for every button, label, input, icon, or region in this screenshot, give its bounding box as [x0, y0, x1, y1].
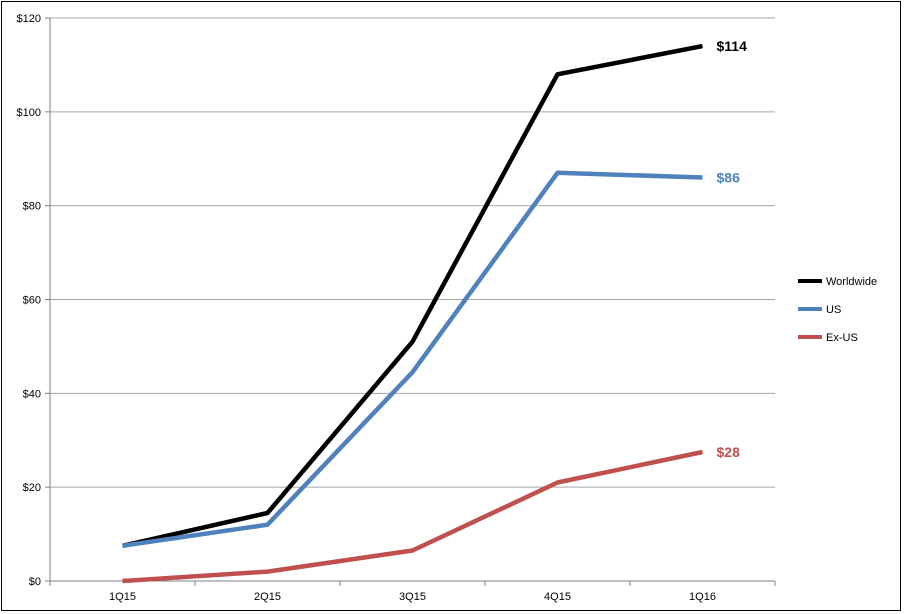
legend-label: Ex-US: [826, 332, 858, 344]
end-value-label-us: $86: [717, 170, 741, 186]
series-line-us: [122, 170, 703, 549]
x-tick-label: 3Q15: [399, 591, 426, 603]
y-tick-label: $0: [29, 576, 41, 588]
legend: Worldwide US Ex-US: [798, 276, 877, 344]
end-value-label-worldwide: $114: [717, 38, 748, 54]
series-line-worldwide: [122, 43, 703, 548]
series-line-ex-us: [122, 449, 703, 584]
x-axis-tick-labels: 1Q15 2Q15 3Q15 4Q15 1Q16: [109, 591, 716, 603]
y-tick-label: $120: [17, 13, 41, 25]
x-tick-label: 2Q15: [254, 591, 281, 603]
y-tick-label: $60: [23, 295, 41, 307]
end-value-label-ex-us: $28: [717, 444, 741, 460]
y-tick-label: $80: [23, 201, 41, 213]
x-tick-label: 1Q15: [109, 591, 136, 603]
axes: [45, 17, 776, 586]
x-tick-label: 4Q15: [544, 591, 571, 603]
y-tick-label: $40: [23, 388, 41, 400]
series-lines: [122, 43, 703, 584]
legend-label: Worldwide: [826, 276, 877, 288]
gridlines: [50, 17, 775, 488]
y-axis-tick-labels: $0 $20 $40 $60 $80 $100 $120: [17, 13, 41, 588]
y-tick-label: $20: [23, 482, 41, 494]
legend-label: US: [826, 304, 841, 316]
y-tick-label: $100: [17, 107, 41, 119]
end-value-labels: $114 $86 $28: [717, 38, 748, 460]
x-tick-label: 1Q16: [689, 591, 716, 603]
